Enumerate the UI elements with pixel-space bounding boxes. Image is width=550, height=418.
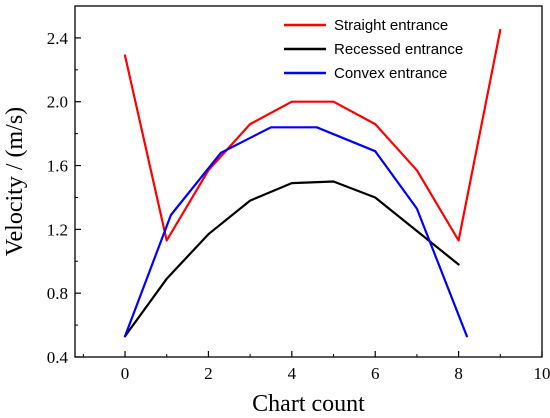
- y-axis-title: Velocity / (m/s): [2, 107, 28, 256]
- y-tick-label: 2.4: [47, 29, 69, 48]
- x-axis: 0 2 4 6 8 10: [82, 351, 550, 383]
- series-line-1: [123, 28, 502, 242]
- x-tick-label: 10: [534, 364, 550, 383]
- series-line-3: [123, 126, 468, 338]
- x-axis-title: Chart count: [252, 391, 365, 417]
- y-tick-label: 1.6: [47, 157, 68, 176]
- series-layer: [123, 28, 502, 338]
- x-tick-label: 4: [288, 364, 297, 383]
- y-tick-label: 1.2: [47, 220, 68, 239]
- x-tick-label: 6: [371, 364, 380, 383]
- y-tick-label: 2.0: [47, 93, 68, 112]
- series-line-2: [123, 180, 460, 338]
- y-axis: 0.4 0.8 1.2 1.6 2.0 2.4: [47, 5, 81, 367]
- plot-frame: [74, 5, 543, 358]
- plot-area: [74, 5, 543, 358]
- x-tick-label: 2: [204, 364, 213, 383]
- legend: Straight entrance Recessed entrance Convex…: [284, 17, 463, 82]
- legend-label: Recessed entrance: [334, 41, 463, 58]
- x-tick-label: 0: [121, 364, 130, 383]
- y-tick-label: 0.4: [47, 348, 69, 367]
- y-tick-label: 0.8: [47, 284, 68, 303]
- x-tick-label: 8: [454, 364, 463, 383]
- legend-label: Straight entrance: [334, 17, 448, 34]
- legend-label: Convex entrance: [334, 65, 447, 82]
